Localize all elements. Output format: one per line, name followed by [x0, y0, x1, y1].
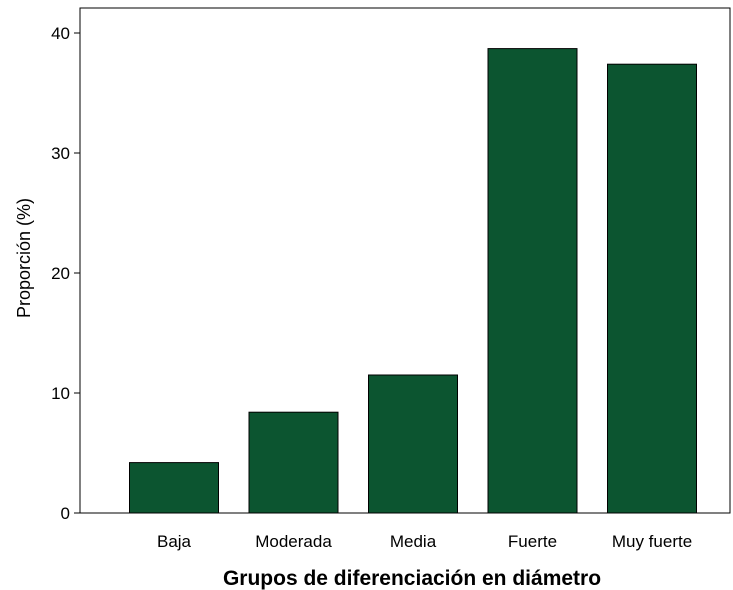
bar-baja [129, 462, 219, 514]
bar-fuerte [487, 48, 578, 514]
x-tick-label: Media [390, 532, 437, 551]
x-tick-label: Baja [157, 532, 192, 551]
y-tick-label: 20 [51, 264, 70, 283]
y-tick-label: 40 [51, 24, 70, 43]
x-axis-title: Grupos de diferenciación en diámetro [223, 567, 601, 590]
y-tick-label: 30 [51, 144, 70, 163]
x-axis: Baja Moderada Media Fuerte Muy fuerte [157, 532, 692, 551]
bar-moderada [248, 411, 339, 514]
bar-media [368, 374, 458, 514]
bars-group [129, 48, 697, 514]
y-axis-title: Proporción (%) [14, 198, 34, 318]
y-tick-label: 10 [51, 384, 70, 403]
x-tick-label: Moderada [255, 532, 332, 551]
x-tick-label: Muy fuerte [612, 532, 692, 551]
y-tick-label: 0 [61, 504, 70, 523]
bar-muy-fuerte [607, 63, 697, 514]
y-axis: 0 10 20 30 40 [51, 24, 80, 523]
x-tick-label: Fuerte [508, 532, 557, 551]
